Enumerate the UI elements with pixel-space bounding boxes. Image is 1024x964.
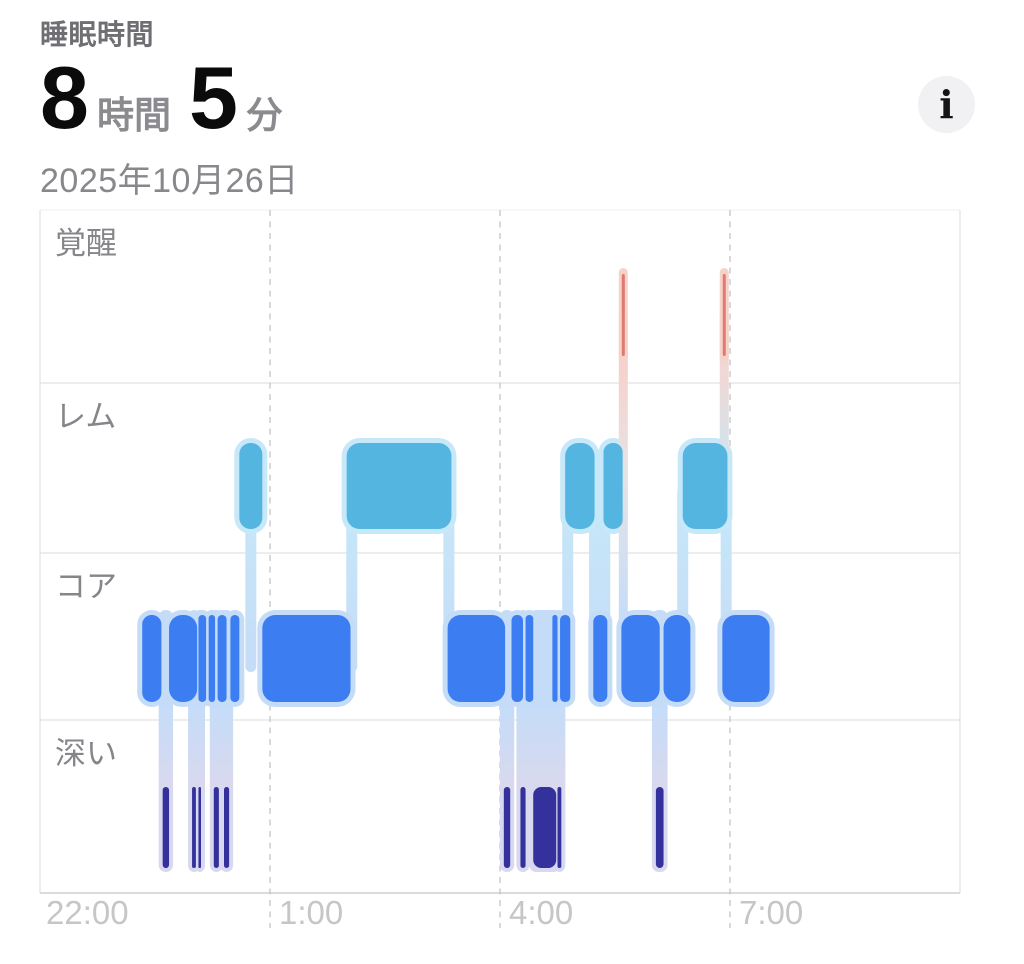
segment-rem[interactable] bbox=[239, 443, 263, 529]
row-label-core: コア bbox=[55, 569, 117, 604]
segment-deep[interactable] bbox=[162, 787, 170, 868]
segment-core[interactable] bbox=[217, 615, 227, 702]
segment-core[interactable] bbox=[593, 615, 608, 702]
segment-core[interactable] bbox=[525, 615, 534, 702]
row-label-awake: 覚醒 bbox=[55, 226, 117, 261]
segment-core[interactable] bbox=[262, 615, 351, 702]
segment-core[interactable] bbox=[198, 615, 207, 702]
segment-deep[interactable] bbox=[557, 787, 562, 868]
segment-core[interactable] bbox=[663, 615, 691, 702]
segment-deep[interactable] bbox=[224, 787, 230, 868]
date-label: 2025年10月26日 bbox=[40, 162, 299, 200]
segment-core[interactable] bbox=[447, 615, 506, 702]
awake-connector bbox=[719, 315, 729, 486]
segment-deep[interactable] bbox=[520, 787, 526, 868]
minutes-value: 5 bbox=[188, 48, 238, 147]
row-label-rem: レム bbox=[55, 399, 116, 434]
hours-value: 8 bbox=[40, 48, 89, 147]
segment-rem[interactable] bbox=[682, 443, 728, 529]
segment-core[interactable] bbox=[621, 615, 660, 702]
segment-core[interactable] bbox=[552, 615, 558, 702]
segment-core[interactable] bbox=[511, 615, 524, 702]
segment-rem[interactable] bbox=[603, 443, 623, 529]
hours-unit: 時間 bbox=[96, 95, 171, 136]
segment-awake[interactable] bbox=[722, 274, 726, 356]
segment-rem[interactable] bbox=[346, 443, 452, 529]
info-icon: i bbox=[939, 81, 954, 127]
segment-core[interactable] bbox=[560, 615, 571, 702]
segment-core[interactable] bbox=[208, 615, 216, 702]
x-axis-tick-label: 22:00 bbox=[46, 894, 129, 931]
segment-core[interactable] bbox=[142, 615, 162, 702]
segment-deep[interactable] bbox=[533, 787, 557, 868]
awake-connector bbox=[618, 315, 628, 659]
segment-rem[interactable] bbox=[565, 443, 595, 529]
segment-deep[interactable] bbox=[503, 787, 511, 868]
segment-core[interactable] bbox=[169, 615, 198, 702]
info-button[interactable]: i bbox=[918, 76, 975, 133]
x-axis-tick-label: 7:00 bbox=[739, 894, 803, 931]
segment-deep[interactable] bbox=[213, 787, 219, 868]
segment-core[interactable] bbox=[722, 615, 770, 702]
segment-deep[interactable] bbox=[198, 787, 201, 868]
segment-deep[interactable] bbox=[655, 787, 664, 868]
segment-deep[interactable] bbox=[192, 787, 196, 868]
row-label-deep: 深い bbox=[55, 736, 117, 771]
x-axis-tick-label: 4:00 bbox=[509, 894, 573, 931]
sleep-duration-label: 睡眠時間 bbox=[40, 19, 155, 50]
minutes-unit: 分 bbox=[245, 95, 283, 136]
segment-awake[interactable] bbox=[621, 274, 625, 356]
x-axis-tick-label: 1:00 bbox=[279, 894, 343, 931]
sleep-duration-value: 8 時間 5 分 bbox=[40, 54, 283, 142]
segment-core[interactable] bbox=[230, 615, 240, 702]
